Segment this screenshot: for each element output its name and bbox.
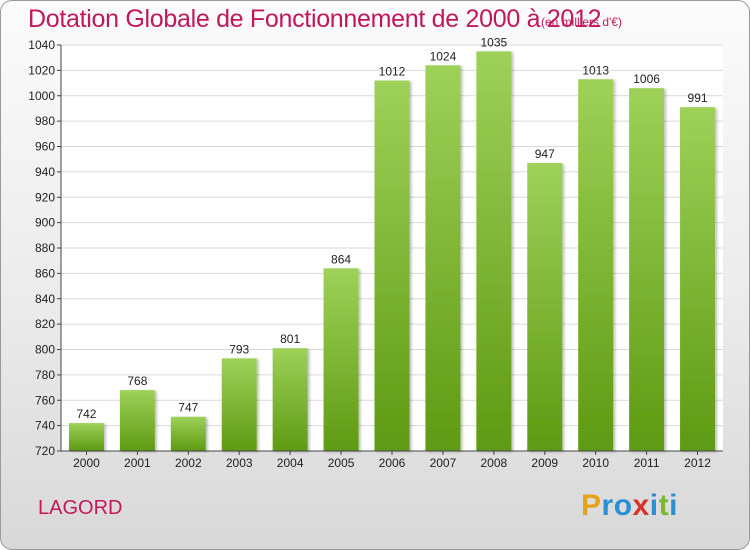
- x-tick-label-2005: 2005: [328, 456, 355, 470]
- y-tick-label: 760: [35, 393, 55, 407]
- y-tick-label: 900: [35, 216, 55, 230]
- chart-unit: (en milliers d'€): [541, 15, 622, 29]
- data-label-2009: 947: [535, 147, 555, 161]
- x-tick-label-2000: 2000: [73, 456, 100, 470]
- y-tick-label: 1020: [28, 63, 55, 77]
- x-tick-label-2002: 2002: [175, 456, 202, 470]
- logo-letter: i: [649, 489, 659, 522]
- data-label-2006: 1012: [379, 65, 406, 79]
- data-label-2004: 801: [280, 332, 300, 346]
- x-tick-label-2008: 2008: [480, 456, 507, 470]
- data-label-2011: 1006: [633, 72, 660, 86]
- y-tick-label: 840: [35, 292, 55, 306]
- commune-name: LAGORD: [38, 497, 123, 519]
- y-tick-label: 780: [35, 368, 55, 382]
- logo-letter: t: [658, 489, 670, 522]
- x-tick-label-2006: 2006: [379, 456, 406, 470]
- bar-2000: [68, 423, 104, 451]
- y-tick-label: 980: [35, 114, 55, 128]
- data-label-2010: 1013: [582, 63, 609, 77]
- bar-2009: [527, 162, 563, 451]
- logo-letter: x: [632, 489, 650, 522]
- x-tick-label-2007: 2007: [430, 456, 457, 470]
- x-tick-label-2010: 2010: [582, 456, 609, 470]
- bar-2003: [221, 358, 257, 451]
- x-tick-label-2011: 2011: [634, 456, 660, 470]
- logo-letter: o: [613, 489, 633, 522]
- proxiti-logo: Proxiti: [581, 489, 678, 523]
- y-tick-label: 1000: [28, 89, 55, 103]
- data-label-2003: 793: [229, 342, 249, 356]
- data-label-2001: 768: [127, 374, 147, 388]
- data-label-2005: 864: [331, 252, 351, 266]
- bar-2002: [170, 416, 206, 451]
- x-tick-label-2012: 2012: [684, 456, 711, 470]
- bars: 742 768 747 793 801 864 1012 1024 1035 947 1013 100…: [68, 35, 716, 452]
- logo-letter: i: [669, 489, 678, 522]
- bar-2006: [374, 80, 410, 452]
- logo-letter: r: [601, 489, 614, 522]
- bar-2012: [680, 107, 716, 451]
- chart-title: Dotation Globale de Fonctionnement de 20…: [28, 5, 602, 33]
- bar-2007: [425, 65, 461, 452]
- axes: 720 740 760 780 800 820 840 860 880 900 920 940 960 9…: [28, 38, 723, 470]
- y-tick-label: 960: [35, 140, 55, 154]
- y-tick-label: 1040: [28, 38, 55, 52]
- x-tick-label-2001: 2001: [124, 456, 151, 470]
- bar-2010: [578, 79, 614, 451]
- data-label-2007: 1024: [430, 49, 457, 63]
- data-label-2008: 1035: [480, 35, 507, 49]
- y-tick-label: 800: [35, 343, 55, 357]
- x-tick-label-2009: 2009: [531, 456, 558, 470]
- bar-2001: [119, 390, 155, 451]
- y-tick-label: 740: [35, 419, 55, 433]
- bar-2008: [476, 51, 512, 451]
- bar-2005: [323, 268, 359, 451]
- y-tick-label: 880: [35, 241, 55, 255]
- y-tick-label: 860: [35, 266, 55, 280]
- bar-2004: [272, 348, 308, 451]
- y-tick-label: 940: [35, 165, 55, 179]
- y-tick-label: 720: [35, 444, 55, 458]
- x-tick-label-2003: 2003: [226, 456, 253, 470]
- x-tick-label-2004: 2004: [277, 456, 304, 470]
- logo-letter: P: [581, 489, 602, 522]
- data-label-2012: 991: [688, 91, 708, 105]
- data-label-2002: 747: [178, 401, 198, 415]
- data-label-2000: 742: [76, 407, 96, 421]
- y-tick-label: 920: [35, 190, 55, 204]
- y-tick-label: 820: [35, 317, 55, 331]
- bar-2011: [629, 88, 665, 451]
